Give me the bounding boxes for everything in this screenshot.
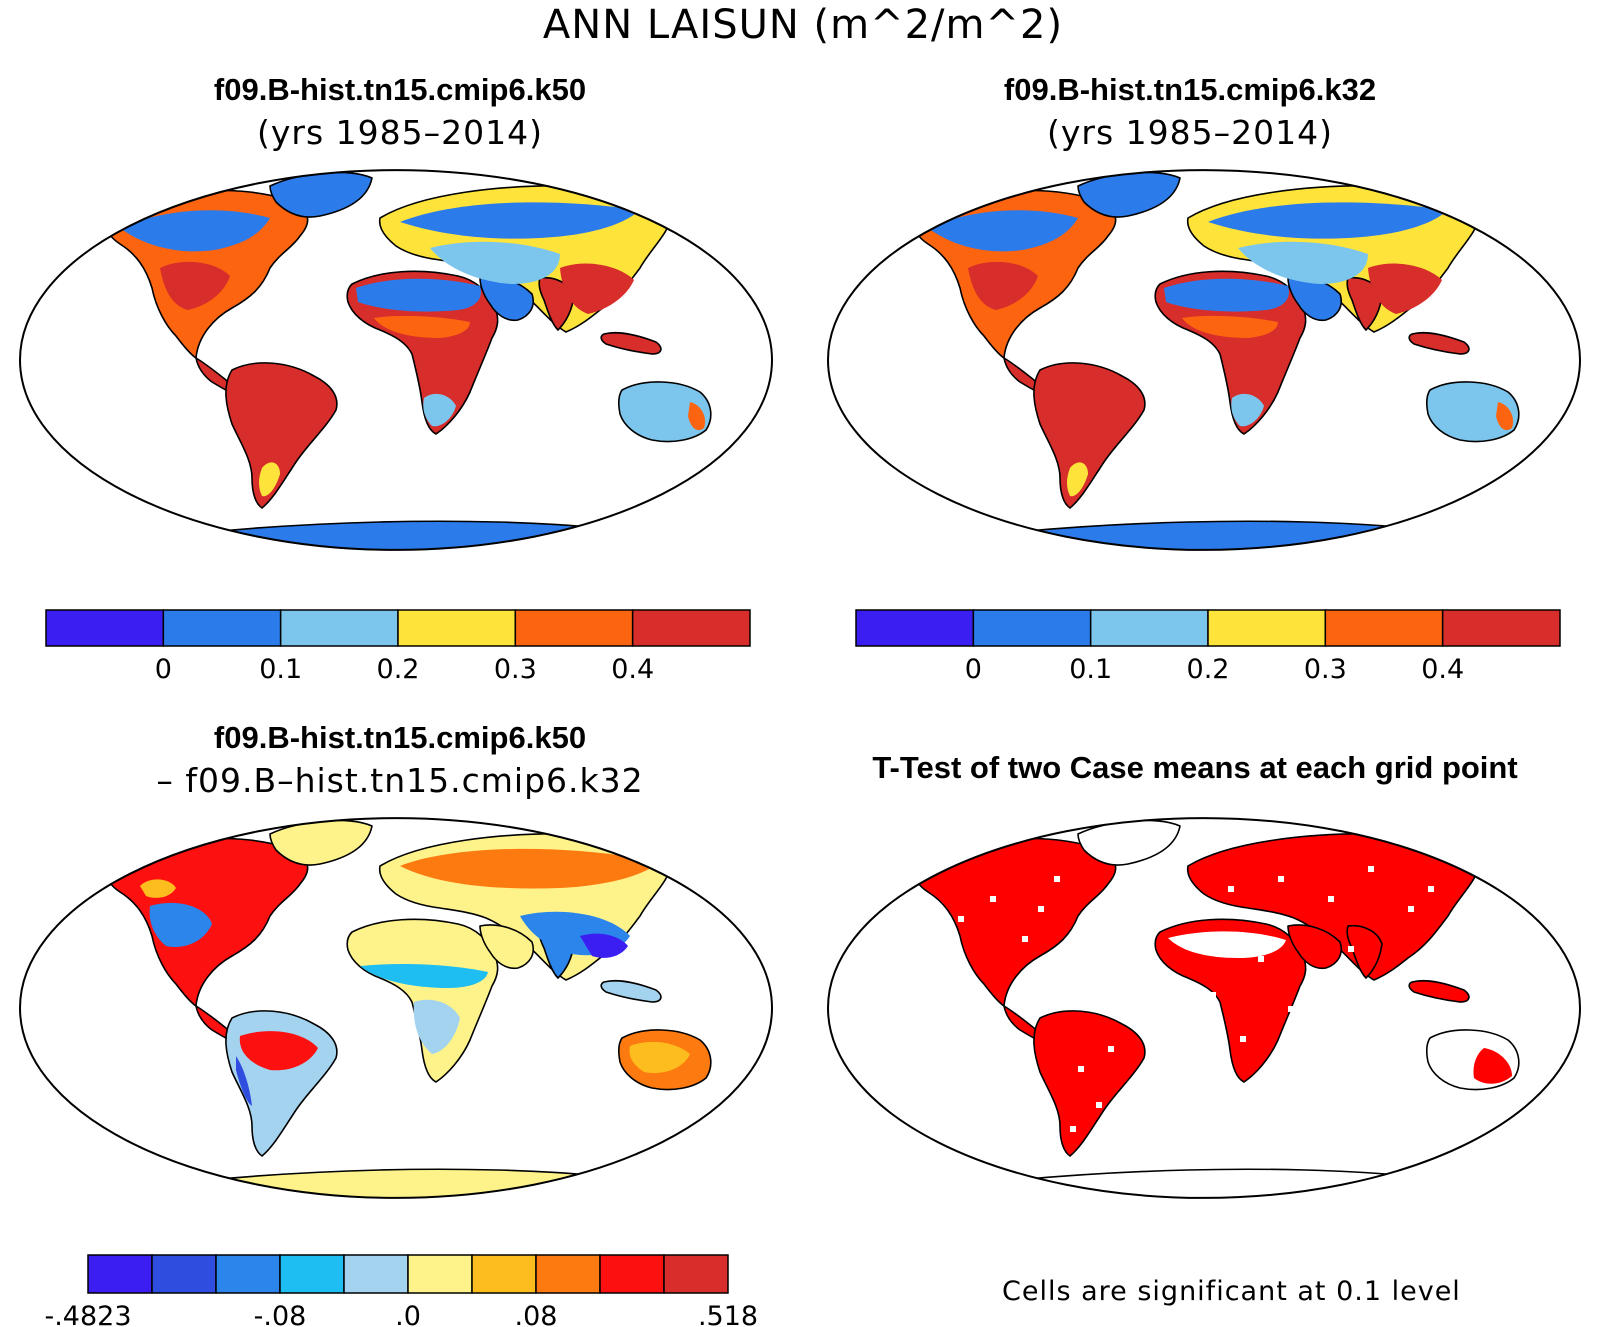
colorbar-tick-label: 0 bbox=[155, 654, 172, 685]
colorbar-difference: -.4823 -.08 .0 .08 .518 bbox=[44, 1254, 758, 1327]
region-africa bbox=[1154, 270, 1307, 435]
colorbar-swatch bbox=[407, 1254, 473, 1294]
region-southAmerica bbox=[1033, 1010, 1146, 1157]
region-indonesia bbox=[600, 979, 662, 1003]
region-india bbox=[1346, 924, 1383, 979]
region-africa bbox=[1154, 918, 1307, 1083]
colorbar-tick-label: .08 bbox=[515, 1301, 558, 1327]
map-border bbox=[18, 817, 774, 1199]
colorbar-tick-label: .518 bbox=[698, 1301, 758, 1327]
colorbar-tick-label: 0 bbox=[965, 654, 982, 685]
panel-2-title: f09.B-hist.tn15.cmip6.k32 bbox=[1003, 72, 1377, 107]
region-indonesia bbox=[1408, 979, 1470, 1003]
panel-3-subtitle: – f09.B–hist.tn15.cmip6.k32 bbox=[156, 761, 644, 800]
colorbar-tick-label: 0.1 bbox=[1069, 654, 1112, 685]
colorbar-tick-label: .0 bbox=[395, 1301, 421, 1327]
colorbar-swatch bbox=[279, 609, 399, 647]
map-border bbox=[826, 169, 1582, 551]
region-australia bbox=[1425, 381, 1520, 443]
colorbar-swatch bbox=[215, 1254, 281, 1294]
colorbar-panel-1: 0 0.1 0.2 0.3 0.4 bbox=[45, 609, 751, 685]
colorbar-swatch bbox=[279, 1254, 345, 1294]
colorbar-swatch bbox=[343, 1254, 409, 1294]
colorbar-tick-label: 0.2 bbox=[377, 654, 420, 685]
colorbar-swatch bbox=[1441, 609, 1561, 647]
colorbar-swatch bbox=[972, 609, 1092, 647]
map-panel-2 bbox=[826, 169, 1582, 551]
region-africa bbox=[346, 270, 499, 435]
colorbar-swatch bbox=[45, 609, 165, 647]
colorbar-tick-label: 0.2 bbox=[1187, 654, 1230, 685]
colorbar-tick-label: 0.4 bbox=[1421, 654, 1464, 685]
colorbar-swatch bbox=[1089, 609, 1209, 647]
colorbar-tick-label: 0.3 bbox=[494, 654, 537, 685]
colorbar-tick-label: -.08 bbox=[254, 1301, 307, 1327]
map-border bbox=[18, 169, 774, 551]
region-arabia bbox=[1287, 924, 1342, 970]
colorbar-swatch bbox=[471, 1254, 537, 1294]
region-southAmerica bbox=[1033, 362, 1146, 509]
map-panel-3 bbox=[18, 817, 774, 1199]
colorbar-swatch bbox=[599, 1254, 665, 1294]
colorbar-swatch bbox=[514, 609, 634, 647]
colorbar-swatch bbox=[855, 609, 975, 647]
map-panel-4 bbox=[826, 817, 1582, 1199]
map-panel-1 bbox=[18, 169, 774, 551]
figure-title: ANN LAISUN (m^2/m^2) bbox=[542, 2, 1064, 48]
colorbar-swatch bbox=[1324, 609, 1444, 647]
significance-note: Cells are significant at 0.1 level bbox=[1002, 1276, 1461, 1307]
region-southAmerica bbox=[225, 362, 338, 509]
colorbar-swatch bbox=[87, 1254, 153, 1294]
region-northAmerica bbox=[914, 837, 1117, 1007]
colorbar-swatch bbox=[631, 609, 751, 647]
colorbar-swatch bbox=[162, 609, 282, 647]
colorbar-panel-2: 0 0.1 0.2 0.3 0.4 bbox=[855, 609, 1561, 685]
colorbar-swatch bbox=[151, 1254, 217, 1294]
colorbar-tick-label: 0.3 bbox=[1304, 654, 1347, 685]
colorbar-tick-label: -.4823 bbox=[44, 1301, 131, 1327]
map-border bbox=[826, 817, 1582, 1199]
colorbar-tick-label: 0.1 bbox=[259, 654, 302, 685]
region-australia bbox=[617, 381, 712, 443]
colorbar-tick-label: 0.4 bbox=[611, 654, 654, 685]
region-arabia bbox=[1287, 276, 1342, 322]
colorbar-swatch bbox=[663, 1254, 729, 1294]
panel-2-subtitle: (yrs 1985–2014) bbox=[1047, 113, 1333, 152]
region-indonesia bbox=[600, 331, 662, 355]
region-indonesia bbox=[1408, 331, 1470, 355]
panel-3-title: f09.B-hist.tn15.cmip6.k50 bbox=[213, 720, 587, 755]
colorbar-swatch bbox=[535, 1254, 601, 1294]
colorbar-swatch bbox=[1207, 609, 1327, 647]
panel-4-title: T-Test of two Case means at each grid po… bbox=[872, 750, 1518, 785]
colorbar-swatch bbox=[397, 609, 517, 647]
region-arabia bbox=[479, 276, 534, 322]
region-arabia bbox=[479, 924, 534, 970]
panel-1-title: f09.B-hist.tn15.cmip6.k50 bbox=[213, 72, 587, 107]
panel-1-subtitle: (yrs 1985–2014) bbox=[257, 113, 543, 152]
